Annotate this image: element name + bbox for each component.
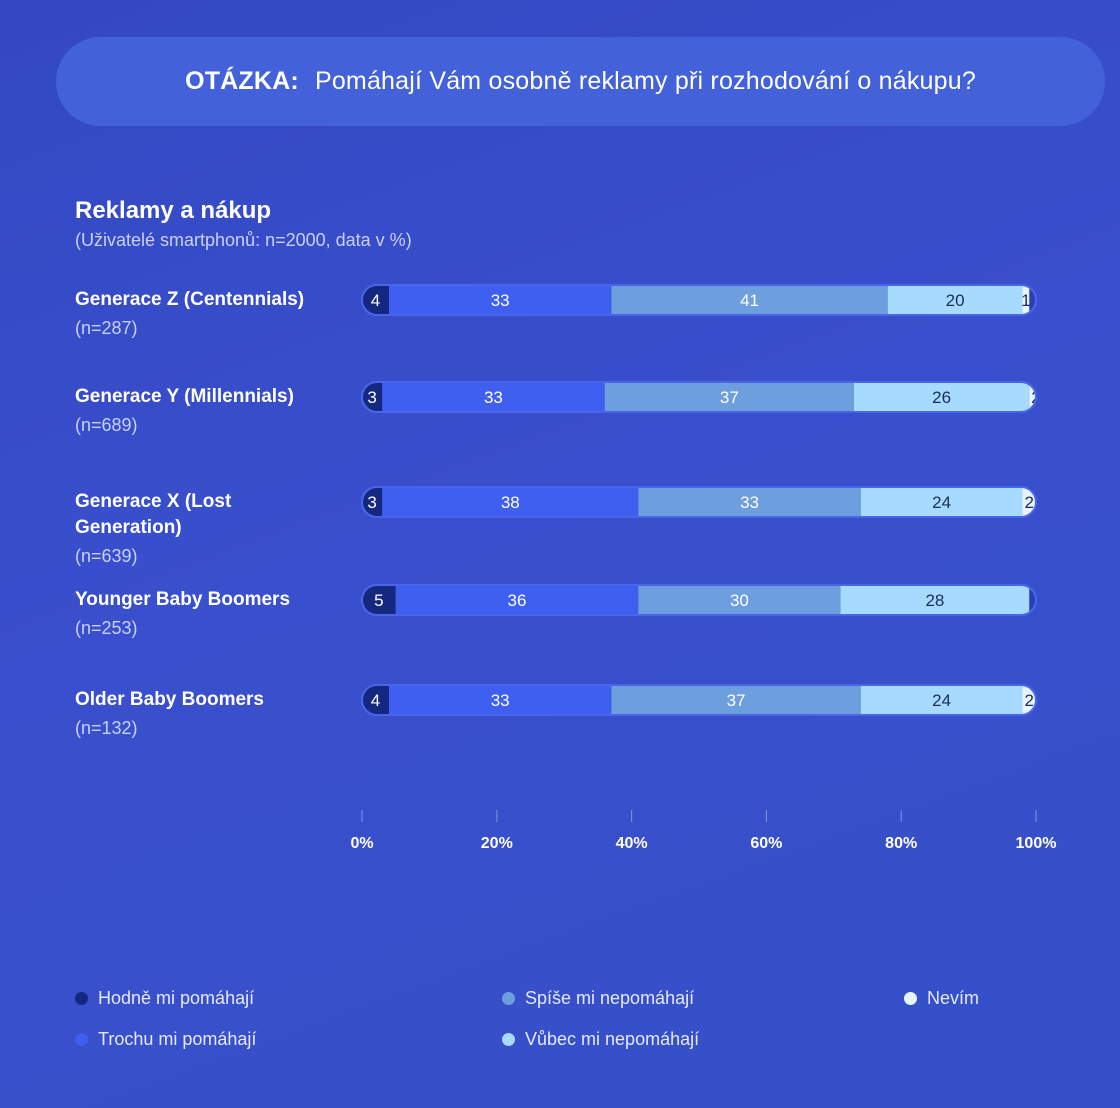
row-label-older-boomers: Older Baby Boomers (n=132): [75, 687, 345, 741]
x-tick-label: 100%: [1016, 835, 1057, 852]
bar-segment: [382, 487, 639, 517]
bar-outline: [361, 684, 1037, 716]
bar-value-label: 33: [740, 493, 759, 512]
bar-segment: [388, 285, 612, 315]
bar-segment: [1029, 382, 1036, 412]
bar-row: 5 36 30 28: [362, 585, 1030, 615]
x-tick-label: 60%: [750, 835, 782, 852]
bar-segment: [388, 685, 612, 715]
bar-value-label: 37: [727, 691, 746, 710]
bar-value-label: 26: [932, 388, 951, 407]
bar-value-label: 3: [367, 388, 376, 407]
bar-segment: [860, 487, 1023, 517]
bar-outline: [361, 381, 1037, 413]
bar-segment: [611, 285, 888, 315]
bar-value-label: 37: [720, 388, 739, 407]
bar-value-label: 2: [1031, 388, 1040, 407]
x-tick-label: 20%: [481, 835, 513, 852]
bar-row: 4 33 41 20 1: [362, 285, 1031, 315]
bar-segment: [604, 382, 855, 412]
bar-segment: [638, 487, 861, 517]
bar-segment: [854, 382, 1030, 412]
bar-segment: [1022, 685, 1036, 715]
row-label-gen-x: Generace X (Lost Generation) (n=639): [75, 489, 275, 569]
bar-outline: [361, 584, 1037, 616]
bar-segment: [638, 585, 841, 615]
bar-value-label: 28: [925, 591, 944, 610]
row-sample-size: (n=287): [75, 318, 138, 338]
bar-segment: [362, 487, 383, 517]
row-label-younger-boomers: Younger Baby Boomers (n=253): [75, 587, 345, 641]
bar-segment: [840, 585, 1030, 615]
bar-value-label: 33: [491, 291, 510, 310]
bar-value-label: 24: [932, 691, 951, 710]
bar-outline: [361, 486, 1037, 518]
bar-value-label: 2: [1025, 691, 1034, 710]
row-label-gen-y: Generace Y (Millennials) (n=689): [75, 384, 345, 438]
bar-segment: [1022, 487, 1036, 517]
question-banner: OTÁZKA: Pomáhají Vám osobně reklamy při …: [56, 37, 1105, 126]
bar-value-label: 3: [367, 493, 376, 512]
bar-segment: [362, 382, 383, 412]
row-sample-size: (n=639): [75, 546, 138, 566]
bar-value-label: 33: [484, 388, 503, 407]
bar-row: 4 33 37 24 2: [362, 685, 1036, 715]
x-tick-label: 40%: [616, 835, 648, 852]
bar-value-label: 2: [1025, 493, 1034, 512]
bar-row: 33337262: [362, 382, 1040, 412]
bar-value-label: 41: [740, 291, 759, 310]
bar-segment: [1022, 285, 1030, 315]
row-sample-size: (n=689): [75, 415, 138, 435]
bar-value-label: 20: [946, 291, 965, 310]
bar-value-label: 30: [730, 591, 749, 610]
bar-value-label: 36: [508, 591, 527, 610]
bar-segment: [611, 685, 861, 715]
bar-value-label: 1: [1021, 291, 1030, 310]
bar-value-label: 24: [932, 493, 951, 512]
chart-subtitle: (Uživatelé smartphonů: n=2000, data v %): [75, 230, 412, 250]
x-tick-label: 80%: [885, 835, 917, 852]
bar-segment: [382, 382, 605, 412]
row-sample-size: (n=132): [75, 718, 138, 738]
bar-segment: [860, 685, 1023, 715]
row-label-gen-z: Generace Z (Centennials) (n=287): [75, 287, 345, 341]
bar-value-label: 5: [374, 591, 383, 610]
row-name: Older Baby Boomers: [75, 689, 264, 710]
chart-title: Reklamy a nákup: [75, 197, 272, 224]
bar-segment: [362, 585, 396, 615]
question-text: Pomáhají Vám osobně reklamy při rozhodov…: [314, 67, 976, 95]
question-label: OTÁZKA:: [185, 67, 299, 95]
bar-value-label: 4: [371, 291, 380, 310]
row-sample-size: (n=253): [75, 618, 138, 638]
bar-row: 3 38 33 24 2: [362, 487, 1036, 517]
x-tick-label: 0%: [350, 835, 373, 852]
bar-value-label: 4: [371, 691, 380, 710]
bar-value-label: 33: [491, 691, 510, 710]
bar-segment: [887, 285, 1023, 315]
row-name: Younger Baby Boomers: [75, 589, 291, 610]
row-name: Generace X (Lost Generation): [75, 491, 232, 538]
row-name: Generace Y (Millennials): [75, 386, 294, 407]
bar-segment: [395, 585, 639, 615]
bar-value-label: 38: [501, 493, 520, 512]
row-name: Generace Z (Centennials): [75, 289, 305, 310]
bar-outline: [361, 284, 1037, 316]
